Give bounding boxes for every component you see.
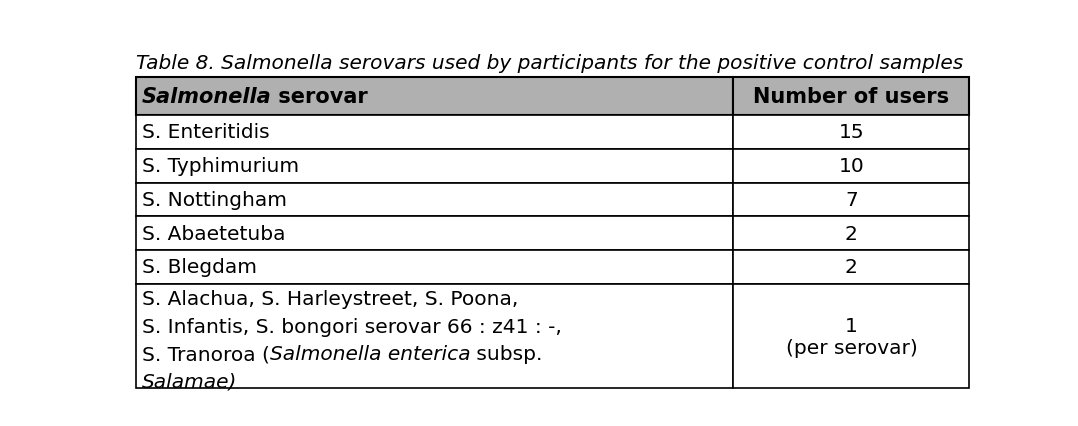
- Bar: [733, 217, 969, 250]
- Bar: [136, 183, 733, 217]
- Text: subsp.: subsp.: [470, 344, 542, 363]
- Text: S. Infantis, S. bongori serovar 66 : z41 : -,: S. Infantis, S. bongori serovar 66 : z41…: [141, 317, 562, 336]
- Text: S. Blegdam: S. Blegdam: [141, 258, 257, 277]
- Text: 7: 7: [845, 190, 858, 210]
- Text: S. Alachua, S. Harleystreet, S. Poona,: S. Alachua, S. Harleystreet, S. Poona,: [141, 290, 519, 308]
- Bar: [733, 116, 969, 150]
- Text: Table 8. Salmonella serovars used by participants for the positive control sampl: Table 8. Salmonella serovars used by par…: [136, 54, 963, 73]
- Bar: [136, 116, 733, 150]
- Bar: [136, 284, 733, 389]
- Text: S. Abaetetuba: S. Abaetetuba: [141, 224, 286, 243]
- Text: 2: 2: [845, 224, 858, 243]
- Bar: [733, 183, 969, 217]
- Text: S. Typhimurium: S. Typhimurium: [141, 157, 299, 176]
- Text: 15: 15: [839, 123, 865, 142]
- Text: 1
(per serovar): 1 (per serovar): [786, 316, 917, 357]
- Bar: [136, 250, 733, 284]
- Text: 2: 2: [845, 258, 858, 277]
- Bar: [733, 284, 969, 389]
- Text: S. Tranoroa (: S. Tranoroa (: [141, 344, 270, 363]
- Text: Salamae): Salamae): [141, 372, 237, 391]
- Text: S. Enteritidis: S. Enteritidis: [141, 123, 270, 142]
- Text: Number of users: Number of users: [754, 86, 950, 106]
- Bar: [136, 150, 733, 183]
- Text: serovar: serovar: [272, 86, 369, 106]
- Text: Salmonella enterica: Salmonella enterica: [270, 344, 470, 363]
- Text: 10: 10: [839, 157, 865, 176]
- Bar: [136, 217, 733, 250]
- Bar: [733, 250, 969, 284]
- Bar: [136, 78, 733, 116]
- Bar: [733, 78, 969, 116]
- Bar: [733, 150, 969, 183]
- Text: S. Nottingham: S. Nottingham: [141, 190, 287, 210]
- Text: Salmonella: Salmonella: [141, 86, 272, 106]
